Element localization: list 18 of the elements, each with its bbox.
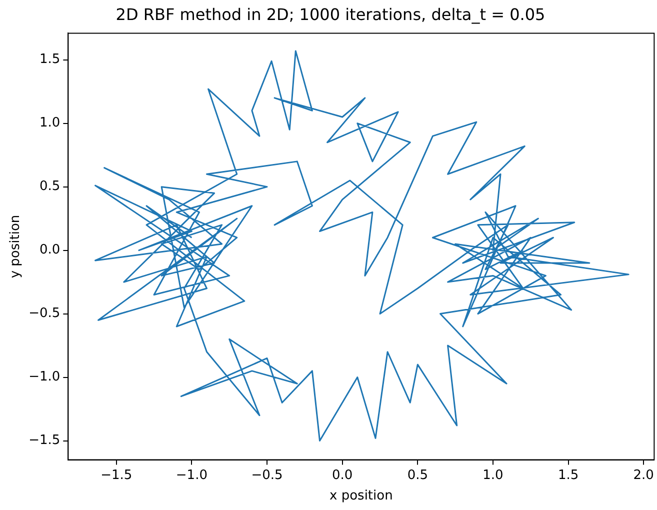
x-tick-label: 1.5 [558,468,579,483]
y-tick-label: −0.5 [28,306,60,322]
x-tick-label: 2.0 [633,468,654,483]
y-tick-label: 1.0 [39,116,60,131]
x-tick-label: 0.5 [407,468,428,483]
y-tick-label: 0.5 [39,179,60,194]
y-tick-label: −1.0 [28,370,60,385]
x-axis-title: x position [330,488,393,504]
y-tick-label: 0.0 [39,242,60,258]
y-tick-label: 1.5 [39,52,60,68]
y-tick-label: −1.5 [28,433,60,448]
x-tick-label: −1.0 [176,468,208,483]
x-tick-label: 1.0 [482,468,504,483]
x-tick-label: −0.5 [251,468,283,483]
x-tick-label: −1.5 [100,468,132,483]
x-tick-label: 0.0 [332,468,353,483]
y-axis-title: y position [8,214,24,278]
chart-title: 2D RBF method in 2D; 1000 iterations, delta_t = 0.05 [116,4,546,24]
